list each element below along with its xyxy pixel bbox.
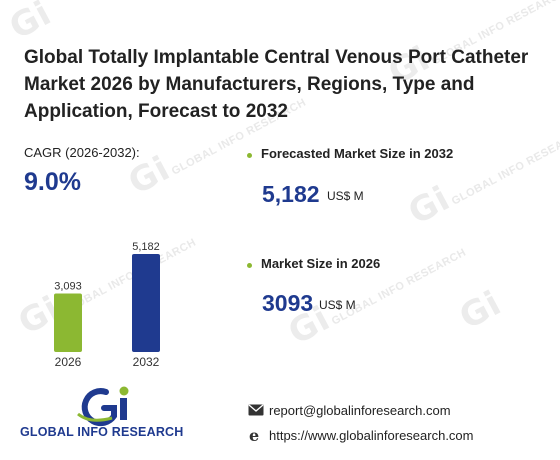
page-title: Global Totally Implantable Central Venou… [24,44,544,125]
cagr-value: 9.0% [24,168,81,196]
bullet-icon [247,153,252,158]
bar-2032 [132,254,160,352]
bar-chart: 3,093 2026 5,182 2032 [54,241,160,369]
envelope-icon [248,404,264,416]
cagr-label: CAGR (2026-2032): [24,145,140,160]
bar-2026 [54,293,82,352]
market-label: Market Size in 2026 [261,256,381,271]
forecast-unit: US$ M [327,189,364,203]
svg-text:e: e [249,427,259,443]
website-link[interactable]: https://www.globalinforesearch.com [269,428,474,443]
globe-icon: e [249,427,259,443]
market-unit: US$ M [319,298,356,312]
data-label-2032: 5,182 [132,241,160,253]
watermark-text: GiGLOBAL INFO RESEARCH [401,126,560,233]
bullet-icon [247,263,252,268]
forecast-value: 5,182 [262,181,320,207]
market-value: 3093 [262,290,314,316]
email-link[interactable]: report@globalinforesearch.com [269,403,451,418]
logo-text: GLOBAL INFO RESEARCH [20,425,184,439]
title-line-3: Application, Forecast to 2032 [24,101,288,122]
category-label-2032: 2032 [133,355,160,369]
category-label-2026: 2026 [55,355,82,369]
title-line-1: Global Totally Implantable Central Venou… [24,47,529,68]
forecast-label: Forecasted Market Size in 2032 [261,146,454,161]
data-label-2026: 3,093 [54,281,82,293]
gir-logo-icon [77,386,129,427]
title-line-2: Market 2026 by Manufacturers, Regions, T… [24,74,475,95]
